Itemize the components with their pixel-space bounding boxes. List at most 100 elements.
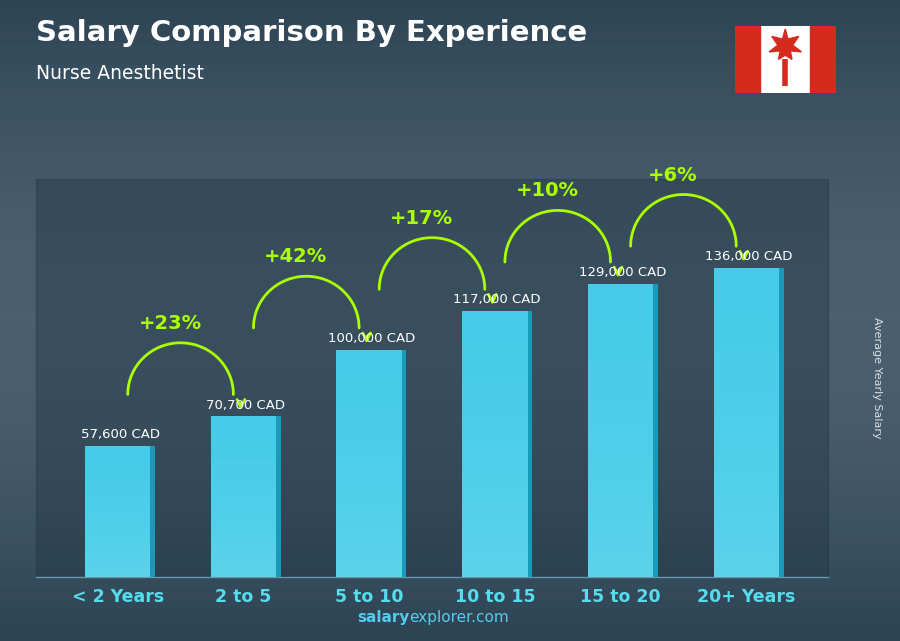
- Bar: [714, 453, 779, 474]
- Bar: [811, 26, 836, 93]
- Bar: [714, 268, 779, 288]
- Bar: [588, 479, 653, 499]
- Bar: [85, 542, 150, 551]
- Bar: [588, 303, 653, 323]
- Bar: [85, 524, 150, 533]
- Bar: [337, 365, 401, 380]
- Bar: [85, 490, 150, 499]
- Bar: [463, 506, 527, 524]
- Bar: [85, 455, 150, 463]
- Bar: [463, 347, 527, 364]
- Bar: [85, 507, 150, 516]
- Text: +23%: +23%: [139, 314, 202, 333]
- Text: Nurse Anesthetist: Nurse Anesthetist: [36, 64, 204, 83]
- Bar: [588, 342, 653, 362]
- Polygon shape: [527, 311, 532, 577]
- Bar: [211, 417, 276, 577]
- Bar: [714, 474, 779, 495]
- Bar: [337, 426, 401, 440]
- Bar: [463, 400, 527, 417]
- Bar: [714, 309, 779, 330]
- Bar: [337, 395, 401, 410]
- Text: +17%: +17%: [390, 209, 453, 228]
- Text: Salary Comparison By Experience: Salary Comparison By Experience: [36, 19, 587, 47]
- Bar: [211, 438, 276, 449]
- Bar: [463, 435, 527, 453]
- Bar: [211, 427, 276, 438]
- Bar: [337, 380, 401, 395]
- Bar: [337, 440, 401, 456]
- Polygon shape: [401, 350, 407, 577]
- Text: explorer.com: explorer.com: [410, 610, 509, 625]
- Bar: [337, 517, 401, 531]
- Bar: [734, 26, 760, 93]
- Bar: [211, 459, 276, 470]
- Bar: [714, 433, 779, 453]
- Bar: [463, 382, 527, 400]
- Bar: [211, 566, 276, 577]
- Bar: [211, 534, 276, 545]
- Bar: [588, 381, 653, 401]
- Bar: [211, 449, 276, 459]
- Bar: [463, 311, 527, 577]
- Bar: [211, 545, 276, 556]
- Bar: [337, 350, 401, 365]
- Bar: [714, 515, 779, 536]
- Bar: [211, 481, 276, 491]
- Bar: [337, 486, 401, 501]
- Bar: [463, 559, 527, 577]
- Text: 70,700 CAD: 70,700 CAD: [206, 399, 285, 412]
- Bar: [714, 495, 779, 515]
- Bar: [85, 446, 150, 455]
- Bar: [463, 524, 527, 542]
- Bar: [463, 311, 527, 329]
- Bar: [463, 417, 527, 435]
- Bar: [337, 501, 401, 517]
- Bar: [85, 463, 150, 472]
- Bar: [211, 470, 276, 481]
- Bar: [588, 284, 653, 577]
- Bar: [588, 440, 653, 460]
- Bar: [85, 446, 150, 577]
- Polygon shape: [653, 284, 658, 577]
- Bar: [85, 499, 150, 507]
- Text: +42%: +42%: [264, 247, 328, 267]
- Bar: [588, 420, 653, 440]
- Text: 57,600 CAD: 57,600 CAD: [80, 428, 159, 441]
- Text: +6%: +6%: [648, 165, 698, 185]
- Polygon shape: [150, 446, 155, 577]
- Bar: [85, 568, 150, 577]
- Text: +10%: +10%: [516, 181, 579, 201]
- Bar: [588, 538, 653, 558]
- Bar: [85, 481, 150, 490]
- Bar: [337, 562, 401, 577]
- Text: 117,000 CAD: 117,000 CAD: [454, 294, 541, 306]
- Bar: [211, 502, 276, 513]
- Bar: [714, 268, 779, 577]
- Bar: [714, 556, 779, 577]
- Polygon shape: [276, 417, 281, 577]
- Bar: [463, 470, 527, 488]
- Bar: [85, 516, 150, 524]
- Bar: [714, 412, 779, 433]
- Bar: [714, 288, 779, 309]
- Bar: [211, 513, 276, 524]
- Bar: [714, 330, 779, 351]
- Bar: [588, 284, 653, 303]
- Bar: [588, 519, 653, 538]
- Bar: [463, 364, 527, 382]
- Polygon shape: [779, 268, 784, 577]
- Bar: [337, 531, 401, 547]
- Bar: [588, 558, 653, 577]
- Bar: [463, 329, 527, 347]
- Text: Average Yearly Salary: Average Yearly Salary: [872, 317, 883, 439]
- Bar: [714, 392, 779, 412]
- Bar: [588, 460, 653, 479]
- Bar: [588, 323, 653, 342]
- Bar: [463, 488, 527, 506]
- Bar: [714, 351, 779, 371]
- Bar: [337, 471, 401, 486]
- Bar: [337, 547, 401, 562]
- Text: salary: salary: [357, 610, 410, 625]
- Bar: [211, 556, 276, 566]
